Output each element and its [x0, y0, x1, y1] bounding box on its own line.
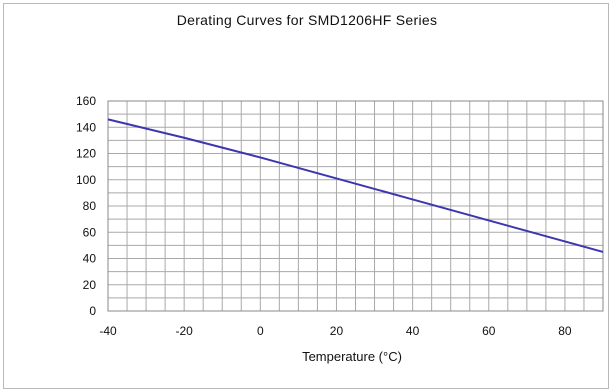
- y-tick-label: 120: [76, 147, 96, 161]
- chart-title: Derating Curves for SMD1206HF Series: [176, 12, 438, 28]
- plot-border: [107, 100, 604, 312]
- y-tick-label: 40: [83, 252, 97, 266]
- x-tick-label: 40: [406, 324, 420, 338]
- x-tick-label: 60: [482, 324, 496, 338]
- x-tick-label: 20: [330, 324, 344, 338]
- series-line: [107, 118, 604, 253]
- y-tick-label: 60: [83, 225, 97, 239]
- y-tick-label: 100: [76, 173, 96, 187]
- y-tick-label: 0: [89, 304, 96, 318]
- x-tick-label: 0: [257, 324, 264, 338]
- x-tick-label: -40: [99, 324, 117, 338]
- y-tick-label: 140: [76, 120, 96, 134]
- x-tick-label: 80: [558, 324, 572, 338]
- x-tick-label: -20: [175, 324, 193, 338]
- y-tick-label: 20: [83, 278, 97, 292]
- y-tick-label: 80: [83, 199, 97, 213]
- x-axis-label: Temperature (°C): [302, 349, 402, 364]
- y-tick-label: 160: [76, 94, 96, 108]
